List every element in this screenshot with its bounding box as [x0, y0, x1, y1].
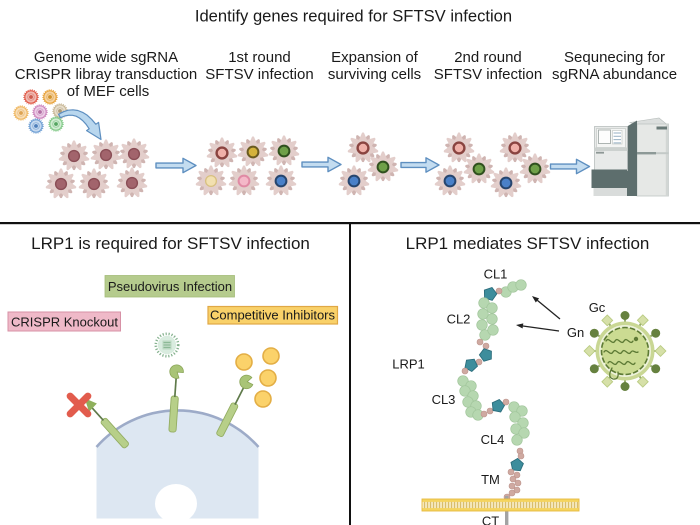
svg-text:TM: TM: [481, 472, 500, 487]
svg-text:Identify genes required for SF: Identify genes required for SFTSV infect…: [195, 7, 512, 26]
svg-text:Sequnecing for: Sequnecing for: [564, 49, 665, 66]
svg-text:CT: CT: [482, 514, 499, 525]
svg-text:Competitive Inhibitors: Competitive Inhibitors: [210, 308, 335, 323]
svg-text:of MEF cells: of MEF cells: [67, 83, 150, 100]
svg-text:CL1: CL1: [484, 267, 508, 282]
svg-text:CL2: CL2: [447, 312, 471, 327]
svg-text:SFTSV infection: SFTSV infection: [434, 66, 542, 83]
svg-text:1st round: 1st round: [228, 49, 291, 66]
svg-text:SFTSV infection: SFTSV infection: [205, 66, 313, 83]
svg-text:LRP1: LRP1: [392, 357, 425, 372]
svg-text:CRISPR Knockout: CRISPR Knockout: [11, 315, 118, 330]
svg-text:Expansion of: Expansion of: [331, 49, 419, 66]
svg-text:Gn: Gn: [567, 325, 584, 340]
svg-text:2nd round: 2nd round: [454, 49, 522, 66]
svg-text:Pseudovirus Infection: Pseudovirus Infection: [108, 279, 232, 294]
svg-text:CL3: CL3: [432, 392, 456, 407]
svg-text:LRP1 mediates SFTSV infection: LRP1 mediates SFTSV infection: [406, 234, 650, 253]
svg-text:LRP1 is required for SFTSV inf: LRP1 is required for SFTSV infection: [31, 234, 310, 253]
svg-text:surviving cells: surviving cells: [328, 66, 421, 83]
svg-text:Genome wide sgRNA: Genome wide sgRNA: [34, 49, 178, 66]
svg-text:Gc: Gc: [589, 300, 606, 315]
svg-text:sgRNA abundance: sgRNA abundance: [552, 66, 677, 83]
svg-text:CL4: CL4: [481, 432, 505, 447]
svg-text:CRISPR libray transduction: CRISPR libray transduction: [15, 66, 198, 83]
